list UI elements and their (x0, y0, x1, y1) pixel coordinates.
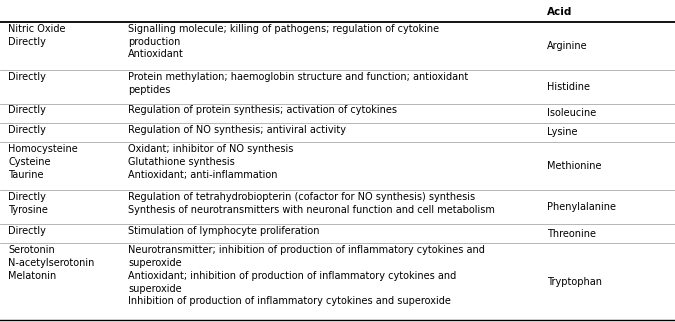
Text: Neurotransmitter; inhibition of production of inflammatory cytokines and
superox: Neurotransmitter; inhibition of producti… (128, 245, 485, 306)
Text: Homocysteine
Cysteine
Taurine: Homocysteine Cysteine Taurine (8, 144, 78, 180)
Text: Phenylalanine: Phenylalanine (547, 202, 616, 212)
Text: Directly: Directly (8, 125, 46, 135)
Text: Isoleucine: Isoleucine (547, 108, 596, 118)
Text: Lysine: Lysine (547, 128, 577, 137)
Text: Oxidant; inhibitor of NO synthesis
Glutathione synthesis
Antioxidant; anti-infla: Oxidant; inhibitor of NO synthesis Gluta… (128, 144, 294, 180)
Text: Regulation of protein synthesis; activation of cytokines: Regulation of protein synthesis; activat… (128, 106, 398, 116)
Text: Signalling molecule; killing of pathogens; regulation of cytokine
production
Ant: Signalling molecule; killing of pathogen… (128, 24, 439, 59)
Text: Directly
Tyrosine: Directly Tyrosine (8, 192, 48, 215)
Text: Regulation of tetrahydrobiopterin (cofactor for NO synthesis) synthesis
Synthesi: Regulation of tetrahydrobiopterin (cofac… (128, 192, 495, 215)
Text: Directly: Directly (8, 106, 46, 116)
Text: Arginine: Arginine (547, 41, 587, 51)
Text: Methionine: Methionine (547, 161, 601, 171)
Text: Serotonin
N-acetylserotonin
Melatonin: Serotonin N-acetylserotonin Melatonin (8, 245, 94, 281)
Text: Directly: Directly (8, 226, 46, 236)
Text: Histidine: Histidine (547, 82, 590, 92)
Text: Stimulation of lymphocyte proliferation: Stimulation of lymphocyte proliferation (128, 226, 320, 236)
Text: Nitric Oxide
Directly: Nitric Oxide Directly (8, 24, 65, 47)
Text: Tryptophan: Tryptophan (547, 277, 601, 287)
Text: Threonine: Threonine (547, 229, 596, 239)
Text: Directly: Directly (8, 72, 46, 82)
Text: Acid: Acid (547, 7, 572, 17)
Text: Regulation of NO synthesis; antiviral activity: Regulation of NO synthesis; antiviral ac… (128, 125, 346, 135)
Text: Protein methylation; haemoglobin structure and function; antioxidant
peptides: Protein methylation; haemoglobin structu… (128, 72, 468, 95)
